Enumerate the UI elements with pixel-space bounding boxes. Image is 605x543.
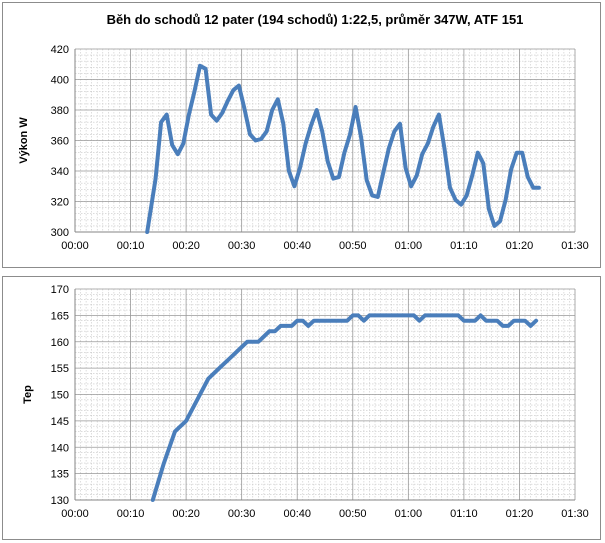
x-tick-label: 00:30 xyxy=(228,240,256,252)
x-tick-label: 01:00 xyxy=(395,240,423,252)
x-tick-label: 00:50 xyxy=(339,240,367,252)
y-tick-label: 150 xyxy=(51,390,69,402)
y-tick-label: 340 xyxy=(51,166,69,178)
y-axis-title: Výkon W xyxy=(18,117,30,164)
y-tick-label: 380 xyxy=(51,105,69,117)
y-tick-label: 130 xyxy=(51,495,69,507)
x-tick-label: 01:20 xyxy=(506,508,534,520)
x-tick-label: 01:30 xyxy=(561,508,589,520)
x-tick-label: 00:30 xyxy=(228,508,256,520)
x-tick-label: 01:30 xyxy=(561,240,589,252)
x-tick-label: 01:10 xyxy=(450,240,478,252)
series-points-0 xyxy=(152,315,537,501)
x-tick-label: 00:40 xyxy=(283,240,311,252)
x-tick-label: 00:10 xyxy=(117,508,145,520)
y-tick-label: 165 xyxy=(51,310,69,322)
y-tick-label: 135 xyxy=(51,469,69,481)
chart-panel-heart-rate: 00:00 00:10 00:20 00:30 00:40 00:50 01:00 01:10… xyxy=(2,276,601,540)
x-tick-label: 01:20 xyxy=(506,240,534,252)
x-tick-label: 00:00 xyxy=(61,240,89,252)
x-tick-label: 01:00 xyxy=(395,508,423,520)
y-tick-label: 320 xyxy=(51,197,69,209)
x-tick-label: 00:40 xyxy=(283,508,311,520)
x-tick-label: 00:10 xyxy=(117,240,145,252)
power-chart-svg: 00:00 00:10 00:20 00:30 00:40 00:50 01:00 01:10… xyxy=(18,12,589,252)
y-tick-label: 155 xyxy=(51,363,69,375)
y-tick-label: 420 xyxy=(51,44,69,56)
y-tick-label: 300 xyxy=(51,227,69,239)
y-tick-label: 170 xyxy=(51,284,69,296)
x-tick-label: 00:50 xyxy=(339,508,367,520)
x-tick-label: 00:00 xyxy=(61,508,89,520)
x-tick-label: 00:20 xyxy=(172,508,200,520)
x-tick-label: 01:10 xyxy=(450,508,478,520)
heart-rate-chart-svg: 00:00 00:10 00:20 00:30 00:40 00:50 01:00 01:10… xyxy=(22,284,589,520)
chart-panel-power: 00:00 00:10 00:20 00:30 00:40 00:50 01:00 01:10… xyxy=(2,2,601,268)
y-tick-label: 400 xyxy=(51,75,69,87)
series-points-0 xyxy=(147,65,539,233)
y-tick-label: 160 xyxy=(51,337,69,349)
chart-title: Běh do schodů 12 pater (194 schodů) 1:22… xyxy=(107,12,524,27)
y-tick-label: 145 xyxy=(51,416,69,428)
y-axis-title: Tep xyxy=(22,385,34,404)
y-tick-label: 360 xyxy=(51,136,69,148)
x-tick-label: 00:20 xyxy=(172,240,200,252)
y-tick-label: 140 xyxy=(51,442,69,454)
